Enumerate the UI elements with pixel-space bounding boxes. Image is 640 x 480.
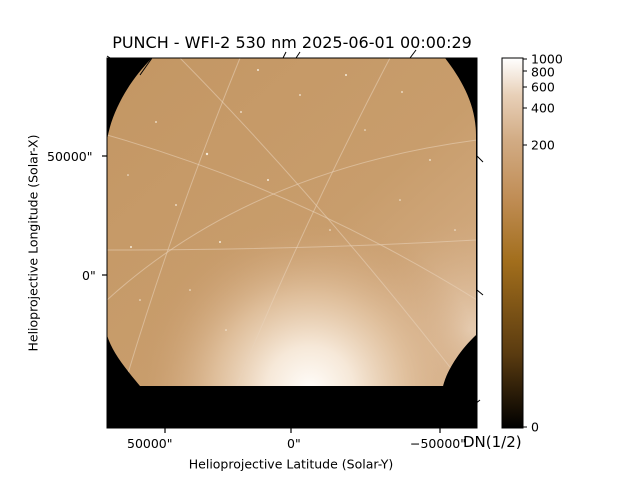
y-tick-label: 0" (82, 268, 96, 283)
plot-title: PUNCH - WFI-2 530 nm 2025-06-01 00:00:29 (112, 33, 472, 52)
x-tick-label: −50000" (410, 436, 466, 451)
wfi-image-field (107, 58, 476, 386)
colorbar-tick-label: 200 (531, 137, 555, 153)
colorbar-tick-label: 400 (531, 100, 555, 116)
grid-line-stubs (106, 49, 484, 426)
colorbar-tick-label: 800 (531, 64, 555, 80)
x-axis-label: Helioprojective Latitude (Solar-Y) (188, 456, 394, 472)
colorbar (501, 57, 524, 429)
y-tick-label: 50000" (47, 149, 93, 164)
x-tick-label: 50000" (127, 436, 173, 451)
colorbar-unit-label: DN(1/2) (463, 433, 522, 451)
axes-frame (106, 57, 478, 429)
axis-tick-marks (102, 155, 441, 433)
star-speckles (127, 69, 456, 331)
colorbar-tick-label: 0 (531, 419, 539, 435)
coordinate-grid (107, 58, 476, 386)
colorbar-tick-label: 1000 (531, 51, 563, 67)
y-axis-label: Helioprojective Longitude (Solar-X) (25, 134, 41, 352)
colorbar-tick-label: 600 (531, 79, 555, 95)
colorbar-ticks (523, 58, 527, 428)
x-tick-label: 0" (287, 436, 301, 451)
